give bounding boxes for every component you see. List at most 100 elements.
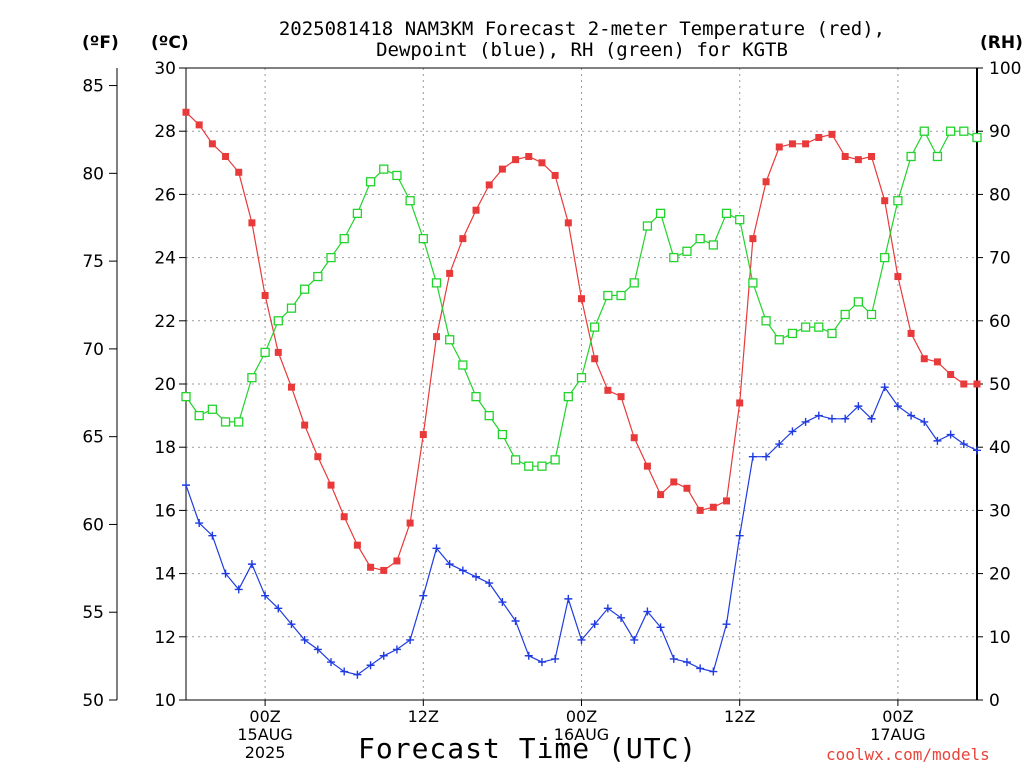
- rh-point: [234, 417, 244, 427]
- x-tick-label: 12Z: [724, 707, 755, 726]
- rh-point: [682, 246, 692, 256]
- temperature-point: [380, 566, 388, 574]
- temperature-point: [182, 108, 190, 116]
- x-tick-label: 00Z: [249, 707, 280, 726]
- rh-point: [893, 196, 903, 206]
- dewpoint-point: [524, 651, 533, 660]
- temperature-point: [248, 219, 256, 227]
- rh-tick-label: 40: [989, 438, 1011, 458]
- rh-point: [497, 429, 508, 440]
- dewpoint-point: [472, 572, 481, 581]
- rh-point: [365, 177, 376, 187]
- rh-point: [286, 303, 297, 313]
- temperature-point: [578, 295, 585, 303]
- x-tick-label: 00Z: [566, 707, 597, 726]
- temperature-point: [973, 380, 981, 388]
- dewpoint-point: [234, 585, 243, 594]
- dewpoint-point: [208, 531, 217, 540]
- temperature-point: [881, 197, 889, 205]
- dewpoint-point: [564, 594, 573, 603]
- dewpoint-point: [577, 635, 586, 644]
- temperature-point: [617, 393, 625, 401]
- temperature-point: [683, 484, 691, 492]
- rh-point: [418, 233, 428, 244]
- dewpoint-point: [656, 623, 665, 632]
- dewpoint-point: [946, 430, 955, 439]
- rh-point: [392, 170, 402, 181]
- fahrenheit-tick-label: 75: [82, 252, 104, 272]
- axes: 10 12 14 16 18 20 22 24 26 28 30 50 55 60 65 70 75 80 85 0 1…: [82, 59, 1021, 762]
- temperature-point: [485, 181, 493, 189]
- dewpoint-point: [959, 440, 968, 449]
- rh-point: [906, 151, 916, 162]
- rh-point: [695, 233, 705, 244]
- rh-tick-label: 10: [989, 628, 1011, 648]
- temperature-point: [802, 140, 810, 148]
- rh-point: [247, 373, 257, 383]
- fahrenheit-tick-label: 60: [82, 515, 104, 535]
- rh-point: [669, 252, 679, 263]
- temperature-point: [564, 219, 572, 227]
- dewpoint-point: [511, 617, 520, 625]
- fahrenheit-tick-label: 80: [82, 164, 104, 184]
- temperature-point: [419, 431, 427, 439]
- series-dewpoint: [182, 383, 981, 679]
- dewpoint-point: [682, 658, 691, 667]
- series-layer: [181, 108, 982, 679]
- temperature-point: [947, 371, 955, 379]
- dewpoint-point: [722, 620, 731, 629]
- dewpoint-point: [920, 417, 929, 426]
- dewpoint-point: [788, 427, 797, 436]
- rh-point: [484, 410, 494, 421]
- rh-tick-label: 60: [989, 312, 1011, 332]
- rh-point: [260, 347, 270, 358]
- rh-point: [563, 391, 573, 402]
- rh-point: [866, 309, 877, 320]
- rh-point: [471, 391, 481, 402]
- temperature-point: [446, 269, 454, 277]
- rh-point: [972, 132, 982, 143]
- temperature-point: [604, 386, 612, 394]
- dewpoint-point: [392, 645, 401, 654]
- dewpoint-point: [748, 452, 757, 461]
- dewpoint-point: [630, 635, 639, 644]
- dewpoint-point: [379, 651, 388, 660]
- rh-point: [510, 455, 521, 465]
- temperature-point: [709, 503, 717, 511]
- rh-tick-label: 80: [989, 185, 1011, 205]
- series-temperature: [182, 108, 981, 574]
- temperature-point: [367, 563, 375, 571]
- rh-tick-label: 50: [989, 375, 1011, 395]
- rh-point: [273, 316, 283, 326]
- celsius-tick-label: 14: [154, 565, 176, 585]
- temperature-point: [274, 348, 282, 356]
- dewpoint-point: [933, 436, 942, 445]
- temperature-point: [907, 329, 915, 337]
- rh-point: [787, 328, 798, 339]
- dewpoint-point: [867, 414, 876, 423]
- rh-point: [603, 290, 613, 301]
- rh-point: [550, 455, 560, 465]
- dewpoint-point: [814, 411, 823, 420]
- rh-point: [299, 284, 310, 294]
- temperature-point: [393, 557, 401, 565]
- dewpoint-point: [432, 544, 441, 553]
- temperature-point: [498, 165, 506, 173]
- temperature-point: [828, 130, 836, 138]
- dewpoint-point: [801, 417, 810, 426]
- dewpoint-point: [287, 620, 296, 629]
- rh-point: [748, 278, 758, 288]
- rh-point: [853, 297, 863, 307]
- temperature-point: [222, 152, 230, 160]
- rh-point: [880, 252, 890, 263]
- rh-point: [352, 208, 363, 219]
- dewpoint-point: [841, 414, 850, 423]
- rh-point: [945, 126, 956, 136]
- fahrenheit-tick-label: 70: [82, 340, 104, 360]
- temperature-point: [551, 171, 559, 179]
- x-tick-label: 2025: [245, 743, 286, 762]
- celsius-tick-label: 24: [154, 249, 176, 269]
- rh-unit-label: (RH): [980, 33, 1023, 53]
- temperature-point: [630, 434, 638, 442]
- temperature-point: [815, 134, 823, 142]
